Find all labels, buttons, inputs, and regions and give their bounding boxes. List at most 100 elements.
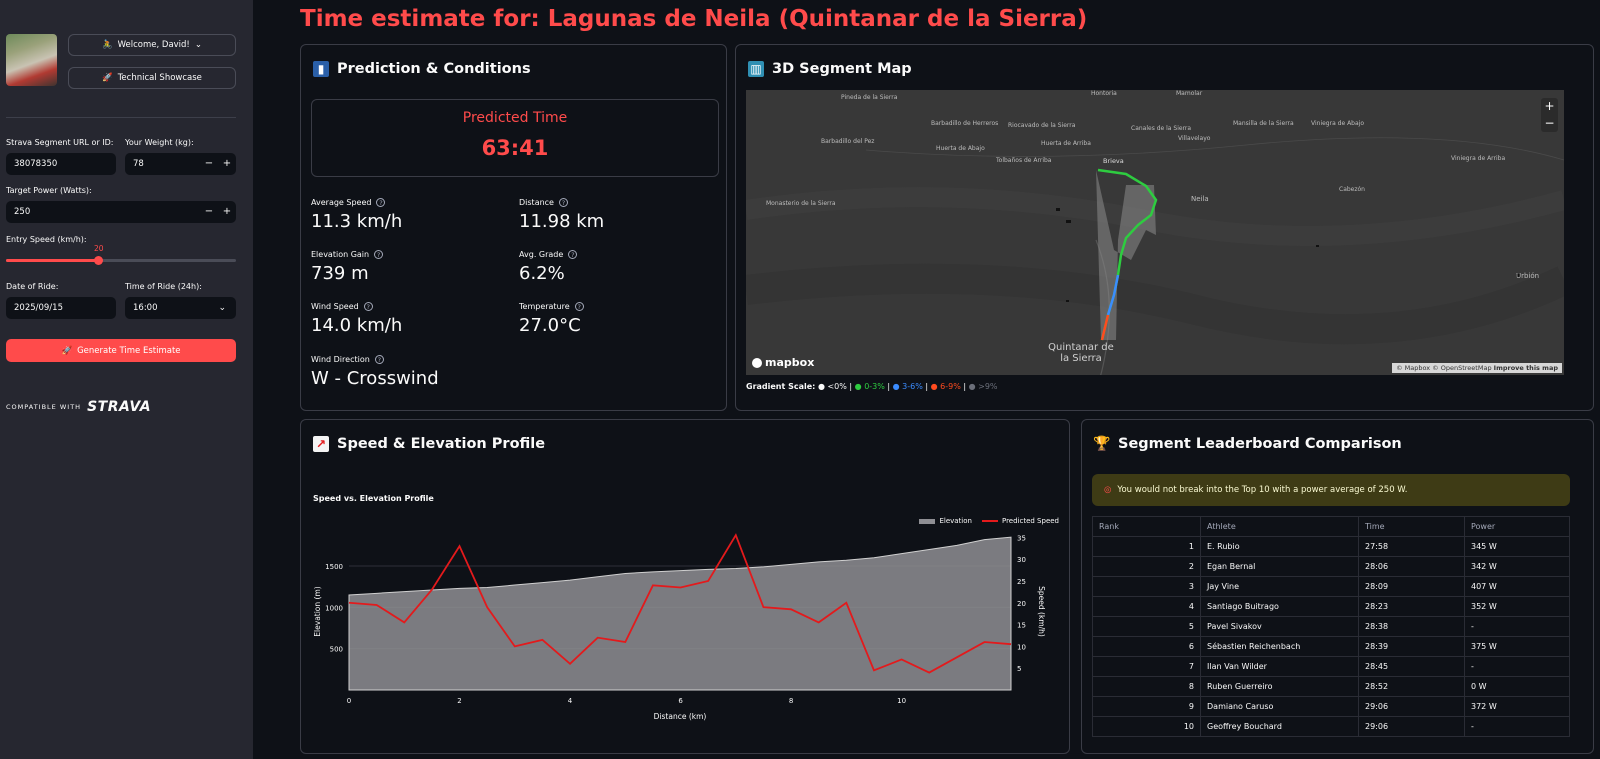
power-decrement-button[interactable]: − <box>204 206 214 217</box>
compatible-with-strava: COMPATIBLE WITH STRAVA <box>6 399 151 415</box>
y-axis-label: Elevation (m) <box>313 586 322 636</box>
slider-fill <box>6 259 98 262</box>
power-cell: - <box>1464 616 1570 637</box>
map-place-label: Pineda de la Sierra <box>841 94 898 101</box>
column-header-power[interactable]: Power <box>1464 516 1570 537</box>
map-attribution: © Mapbox © OpenStreetMap Improve this ma… <box>1392 363 1562 373</box>
rank-cell: 3 <box>1092 576 1201 597</box>
column-header-time[interactable]: Time <box>1358 516 1465 537</box>
map-place-label: Huerta de Arriba <box>1041 140 1091 147</box>
weight-increment-button[interactable]: + <box>222 158 232 169</box>
mapbox-icon <box>752 357 762 368</box>
leaderboard-warning: ◎ You would not break into the Top 10 wi… <box>1092 474 1570 506</box>
x-axis-label: Distance (km) <box>654 712 707 721</box>
map-place-label: Viniegra de Abajo <box>1311 120 1364 127</box>
map-place-label: Hontoria <box>1091 90 1117 97</box>
speed-elevation-chart[interactable]: 500 1000 1500 5 10 15 20 25 30 35 0 2 4 6 8 10 Distance … <box>301 508 1069 748</box>
sidebar-divider <box>6 117 236 118</box>
rank-cell: 2 <box>1092 556 1201 577</box>
weight-decrement-button[interactable]: − <box>204 158 214 169</box>
leaderboard-table: Rank Athlete Time Power 1 E. Rubio 27:58 34… <box>1092 516 1570 737</box>
prediction-title: ▮ Prediction & Conditions <box>313 61 531 77</box>
date-input[interactable]: 2025/09/15 <box>6 297 116 319</box>
welcome-menu-button[interactable]: 🚴 Welcome, David! ⌄ <box>68 34 236 56</box>
rank-cell: 1 <box>1092 536 1201 557</box>
weight-input[interactable]: 78 − + <box>125 153 236 175</box>
generate-estimate-button[interactable]: 🚀 Generate Time Estimate <box>6 339 236 362</box>
time-cell: 28:39 <box>1358 636 1465 657</box>
time-cell: 28:38 <box>1358 616 1465 637</box>
zoom-out-button[interactable]: − <box>1544 116 1555 130</box>
legend-label-elevation: Elevation <box>939 517 972 525</box>
table-row: 9 Damiano Caruso 29:06 372 W <box>1092 696 1570 717</box>
power-input[interactable]: 250 − + <box>6 201 236 223</box>
power-increment-button[interactable]: + <box>222 206 232 217</box>
table-row: 2 Egan Bernal 28:06 342 W <box>1092 556 1570 577</box>
column-header-athlete[interactable]: Athlete <box>1200 516 1359 537</box>
time-select[interactable]: 16:00 ⌄ <box>125 297 236 319</box>
predicted-time-label: Predicted Time <box>462 110 568 126</box>
target-icon: ◎ <box>1104 485 1112 495</box>
chevron-down-icon: ⌄ <box>218 303 226 313</box>
athlete-cell: Pavel Sivakov <box>1200 616 1359 637</box>
attribution-text[interactable]: © Mapbox © OpenStreetMap <box>1396 364 1492 372</box>
segment-input[interactable]: 38078350 <box>6 153 116 175</box>
zoom-in-button[interactable]: + <box>1544 99 1555 113</box>
strava-logo: STRAVA <box>87 399 152 415</box>
help-icon[interactable]: ? <box>374 355 384 364</box>
leaderboard-title: 🏆 Segment Leaderboard Comparison <box>1093 436 1402 452</box>
slider-thumb[interactable] <box>94 256 103 265</box>
y-tick-label: 1500 <box>325 563 343 571</box>
table-row: 1 E. Rubio 27:58 345 W <box>1092 536 1570 557</box>
x-tick-label: 4 <box>568 697 573 705</box>
power-label: Target Power (Watts): <box>6 186 92 195</box>
entry-speed-label: Entry Speed (km/h): <box>6 235 87 244</box>
table-row: 8 Ruben Guerreiro 28:52 0 W <box>1092 676 1570 697</box>
table-row: 7 Ilan Van Wilder 28:45- <box>1092 656 1570 677</box>
map-place-label: Viniegra de Arriba <box>1451 155 1506 162</box>
time-cell: 29:06 <box>1358 696 1465 717</box>
map-zoom-controls: + − <box>1541 98 1558 132</box>
mapbox-logo[interactable]: mapbox <box>752 356 814 369</box>
trend-chart-icon: ↗ <box>313 436 329 452</box>
y2-tick-label: 15 <box>1017 622 1026 630</box>
welcome-label: Welcome, David! <box>117 40 190 50</box>
avatar <box>6 34 57 86</box>
column-header-rank[interactable]: Rank <box>1092 516 1201 537</box>
map-place-label: Monasterio de la Sierra <box>766 200 836 207</box>
date-label: Date of Ride: <box>6 282 59 291</box>
y2-axis-label: Speed (km/h) <box>1037 586 1046 637</box>
entry-speed-slider[interactable] <box>6 256 236 265</box>
metric-avg-grade: Avg. Grade? 6.2% <box>519 250 578 284</box>
athlete-cell: Sébastien Reichenbach <box>1200 636 1359 657</box>
help-icon[interactable]: ? <box>558 198 568 207</box>
athlete-cell: Ilan Van Wilder <box>1200 656 1359 677</box>
y2-tick-label: 35 <box>1017 534 1026 542</box>
athlete-cell: Santiago Buitrago <box>1200 596 1359 617</box>
speed-line <box>348 533 1012 674</box>
time-cell: 29:06 <box>1358 716 1465 737</box>
x-tick-label: 0 <box>347 697 351 705</box>
generate-label: Generate Time Estimate <box>77 345 181 356</box>
technical-showcase-button[interactable]: 🚀 Technical Showcase <box>68 67 236 89</box>
help-icon[interactable]: ? <box>574 302 584 311</box>
help-icon[interactable]: ? <box>374 250 384 259</box>
gradient-item: 6-9% <box>940 382 961 391</box>
help-icon[interactable]: ? <box>376 198 386 207</box>
power-cell: 375 W <box>1464 636 1570 657</box>
cyclist-icon: 🚴 <box>102 40 113 50</box>
gradient-scale: Gradient Scale: ● <0% | ● 0-3% | ● 3-6% … <box>746 382 998 391</box>
athlete-cell: Jay Vine <box>1200 576 1359 597</box>
gradient-item: >9% <box>978 382 998 391</box>
power-cell: 345 W <box>1464 536 1570 557</box>
segment-map[interactable]: Pineda de la Sierra Barbadillo de Herrer… <box>746 90 1564 375</box>
segment-3d-path <box>1096 168 1158 341</box>
help-icon[interactable]: ? <box>568 250 578 259</box>
rank-cell: 5 <box>1092 616 1201 637</box>
table-header-row: Rank Athlete Time Power <box>1092 516 1570 537</box>
table-row: 5 Pavel Sivakov 28:38- <box>1092 616 1570 637</box>
y-tick-label: 1000 <box>325 604 343 612</box>
power-cell: 342 W <box>1464 556 1570 577</box>
improve-map-link[interactable]: Improve this map <box>1493 364 1558 372</box>
help-icon[interactable]: ? <box>363 302 373 311</box>
